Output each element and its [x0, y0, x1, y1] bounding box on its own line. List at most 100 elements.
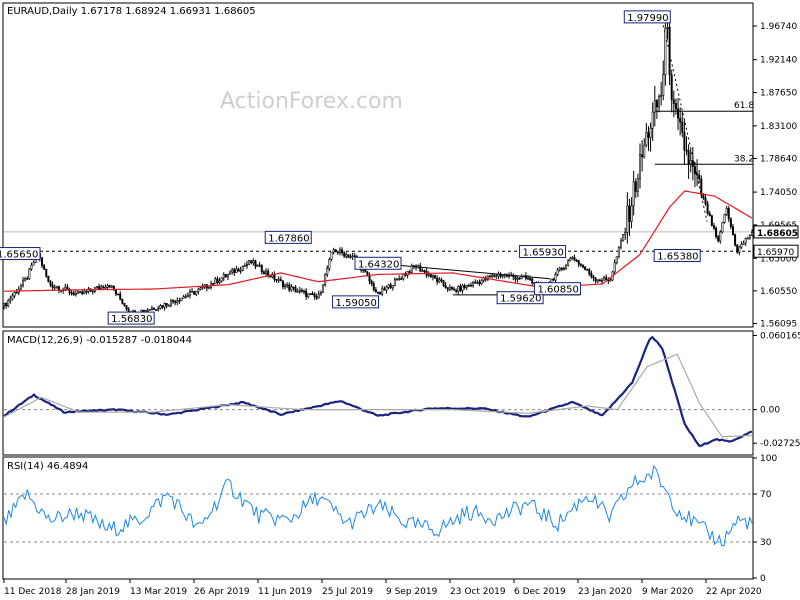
candle-body	[645, 132, 648, 146]
support-value-box	[753, 244, 799, 258]
x-tick-label: 23 Jan 2020	[578, 587, 632, 597]
candle-body	[286, 284, 289, 287]
candle-body	[577, 260, 580, 265]
candle-body	[292, 286, 295, 289]
x-tick-label: 26 Apr 2019	[194, 587, 250, 597]
candle-body	[476, 281, 479, 284]
candle-body	[552, 278, 555, 281]
candle-body	[212, 283, 215, 286]
candle-body	[178, 300, 181, 302]
candle-body	[613, 262, 616, 273]
candle-body	[307, 293, 310, 297]
candle-body	[410, 265, 413, 273]
rsi-tick-label: 0	[760, 574, 766, 584]
candle-body	[488, 275, 491, 278]
candle-body	[655, 100, 658, 108]
candle-body	[666, 26, 669, 29]
candle-body	[199, 287, 202, 290]
candle-body	[472, 281, 475, 286]
price-tick-label: 1.92140	[760, 56, 797, 66]
candle-body	[679, 117, 682, 123]
candle-body	[438, 279, 441, 283]
annotation-label: 1.56830	[111, 314, 152, 325]
candle-body	[647, 132, 650, 138]
candle-body	[617, 246, 620, 257]
current-price-box	[753, 225, 799, 239]
annotation-label: 1.65650	[0, 250, 38, 261]
candle-body	[260, 264, 263, 273]
price-tick-label: 1.83100	[760, 122, 797, 132]
candle-body	[446, 287, 449, 290]
candle-body	[554, 274, 557, 281]
x-tick-label: 6 Dec 2019	[514, 587, 566, 597]
candle-body	[565, 264, 568, 270]
x-tick-label: 22 Apr 2020	[706, 587, 762, 597]
candle-body	[729, 218, 732, 227]
candle-body	[153, 307, 156, 310]
candle-body	[556, 269, 559, 275]
candle-body	[567, 260, 570, 266]
candle-body	[429, 274, 432, 278]
candle-body	[28, 268, 31, 280]
annotation-box	[107, 311, 155, 325]
price-annotations: 1.65650 1.56830 1.67860 1.59050 1.64320 1.596…	[0, 10, 701, 325]
candle-body	[176, 300, 179, 303]
rsi-title: RSI(14) 46.4894	[7, 461, 88, 472]
candle-body	[95, 286, 98, 289]
candle-body	[681, 121, 684, 133]
candle-body	[742, 242, 745, 245]
candle-body	[55, 286, 58, 289]
annotation-box	[264, 230, 312, 244]
candle-body	[284, 284, 287, 288]
candle-body	[486, 275, 489, 280]
candle-body	[427, 274, 430, 276]
candle-body	[157, 308, 160, 311]
candle-body	[693, 166, 696, 175]
macd-panel	[2, 330, 754, 456]
candle-body	[224, 274, 227, 277]
candle-body	[444, 285, 447, 288]
candle-body	[201, 286, 204, 289]
candle-body	[453, 288, 456, 291]
candle-body	[387, 284, 390, 288]
candle-body	[372, 283, 375, 291]
price-y-axis: 1.96740 1.92140 1.87650 1.83100 1.78640 1.740…	[753, 22, 797, 329]
fib-level-label: 38.2	[734, 154, 754, 164]
candle-body	[708, 213, 711, 217]
price-overlays: 1.65970 1.68605 61.8 38.2	[4, 20, 799, 296]
candle-body	[330, 251, 333, 260]
candle-body	[558, 267, 561, 271]
candle-body	[216, 278, 219, 283]
macd-series: 0.060165 0.00 -0.02725	[3, 331, 800, 449]
candle-body	[740, 244, 743, 248]
candle-body	[250, 260, 253, 264]
annotation-label: 1.64320	[358, 259, 399, 270]
candle-body	[417, 265, 420, 268]
support-value-label: 1.65970	[757, 248, 794, 258]
candle-body	[351, 255, 354, 258]
watermark: ActionForex.com	[220, 89, 403, 114]
candle-body	[491, 274, 494, 278]
candle-body	[72, 292, 75, 296]
current-price-label: 1.68605	[757, 229, 798, 239]
candle-body	[744, 238, 747, 244]
candle-body	[628, 205, 631, 222]
candle-body	[218, 280, 221, 283]
candle-body	[383, 288, 386, 291]
candle-body	[527, 277, 530, 280]
candle-body	[689, 160, 692, 165]
candle-body	[520, 276, 523, 279]
candle-body	[385, 286, 388, 291]
candle-body	[311, 293, 314, 296]
candle-body	[412, 265, 415, 267]
candle-body	[79, 291, 82, 294]
candle-body	[672, 99, 675, 104]
candle-body	[522, 275, 525, 277]
candle-body	[662, 74, 665, 96]
candle-body	[514, 276, 517, 280]
candle-body	[643, 144, 646, 158]
x-axis: 11 Dec 2018 28 Jan 2019 13 Mar 2019 26 Apr …	[3, 579, 762, 597]
candle-body	[112, 285, 115, 291]
candle-body	[83, 291, 86, 295]
candle-body	[226, 273, 229, 277]
